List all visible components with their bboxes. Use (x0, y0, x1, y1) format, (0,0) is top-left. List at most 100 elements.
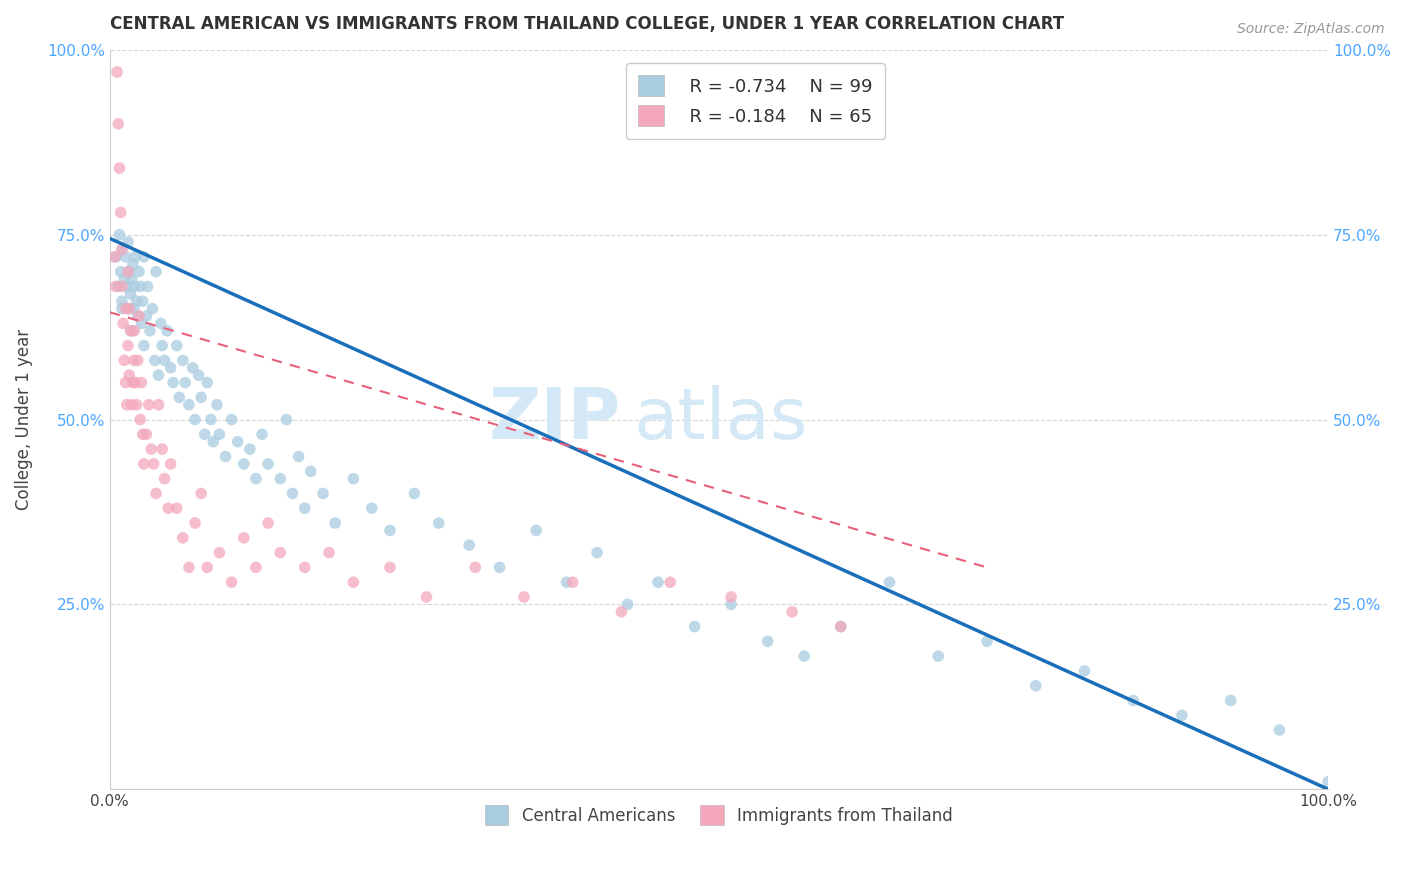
Point (118, 265, 141, 279)
Point (879, 575, 901, 590)
Point (150, 442, 173, 456)
Point (117, 265, 139, 279)
Point (141, 442, 163, 456)
Point (129, 412, 152, 426)
Point (181, 360, 204, 375)
Point (128, 265, 150, 279)
Point (121, 324, 143, 338)
Point (1268, 723, 1291, 737)
Point (927, 649, 949, 664)
Point (131, 376, 153, 390)
Point (221, 412, 243, 426)
Point (118, 368, 141, 383)
Point (111, 294, 134, 309)
Point (132, 338, 155, 352)
Point (128, 309, 150, 323)
Point (1025, 679, 1047, 693)
Point (281, 486, 304, 500)
Point (159, 360, 181, 375)
Point (378, 560, 401, 574)
Point (184, 516, 207, 530)
Point (145, 486, 167, 500)
Point (118, 301, 141, 316)
Point (132, 250, 155, 264)
Point (111, 279, 134, 293)
Point (138, 398, 160, 412)
Point (122, 324, 145, 338)
Point (148, 368, 170, 383)
Point (524, 524, 547, 538)
Point (205, 398, 228, 412)
Point (111, 243, 134, 257)
Point (415, 590, 437, 604)
Point (112, 353, 135, 368)
Point (122, 301, 145, 316)
Point (464, 560, 486, 574)
Point (135, 309, 157, 323)
Legend: Central Americans, Immigrants from Thailand: Central Americans, Immigrants from Thail… (474, 794, 965, 837)
Point (107, 117, 129, 131)
Point (1073, 664, 1095, 678)
Point (756, 634, 779, 648)
Point (342, 472, 364, 486)
Point (111, 301, 134, 316)
Point (177, 398, 200, 412)
Point (124, 250, 146, 264)
Point (167, 390, 190, 404)
Point (232, 531, 254, 545)
Point (150, 338, 173, 352)
Point (114, 250, 136, 264)
Point (117, 301, 139, 316)
Point (269, 546, 291, 560)
Point (683, 619, 706, 633)
Point (245, 472, 267, 486)
Text: CENTRAL AMERICAN VS IMMIGRANTS FROM THAILAND COLLEGE, UNDER 1 YEAR CORRELATION C: CENTRAL AMERICAN VS IMMIGRANTS FROM THAI… (110, 15, 1064, 33)
Point (342, 575, 364, 590)
Point (115, 279, 138, 293)
Point (149, 317, 172, 331)
Point (136, 279, 159, 293)
Point (131, 317, 153, 331)
Point (208, 546, 231, 560)
Point (114, 376, 136, 390)
Point (120, 286, 142, 301)
Text: Source: ZipAtlas.com: Source: ZipAtlas.com (1237, 22, 1385, 37)
Point (122, 353, 145, 368)
Point (139, 324, 162, 338)
Point (257, 457, 280, 471)
Point (110, 265, 132, 279)
Point (107, 279, 129, 293)
Point (404, 486, 426, 500)
Point (659, 575, 682, 590)
Point (142, 457, 165, 471)
Point (104, 250, 127, 264)
Point (174, 376, 197, 390)
Point (232, 457, 254, 471)
Point (122, 257, 145, 271)
Point (221, 575, 243, 590)
Point (378, 524, 401, 538)
Y-axis label: College, Under 1 year: College, Under 1 year (15, 329, 32, 510)
Point (184, 412, 207, 426)
Point (976, 634, 998, 648)
Point (127, 353, 149, 368)
Point (127, 309, 149, 323)
Point (720, 590, 742, 604)
Point (120, 324, 142, 338)
Point (427, 516, 450, 530)
Point (132, 457, 155, 471)
Point (157, 501, 180, 516)
Point (257, 516, 280, 530)
Point (1317, 774, 1340, 789)
Point (131, 294, 153, 309)
Point (117, 338, 139, 352)
Point (108, 227, 131, 242)
Point (226, 434, 249, 449)
Point (125, 398, 148, 412)
Point (830, 619, 852, 633)
Point (162, 376, 184, 390)
Text: ZIP: ZIP (489, 385, 621, 454)
Point (122, 279, 145, 293)
Point (195, 376, 218, 390)
Point (121, 272, 143, 286)
